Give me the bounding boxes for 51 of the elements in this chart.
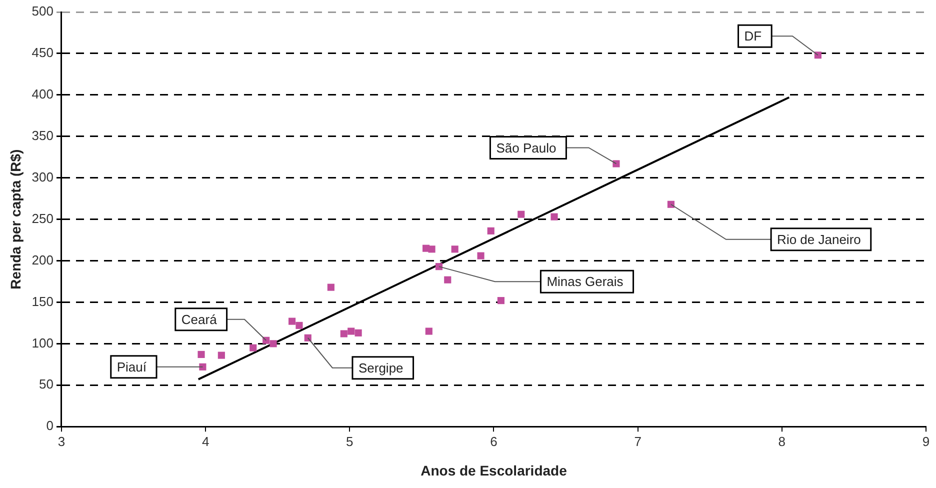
point — [451, 246, 458, 253]
point — [199, 363, 206, 370]
point — [288, 318, 296, 325]
annotation: Piauí — [116, 359, 147, 374]
y-tick-label: 0 — [46, 418, 54, 434]
point — [550, 213, 558, 220]
point — [218, 352, 225, 359]
y-tick-label: 150 — [32, 294, 54, 309]
annotation: Minas Gerais — [546, 274, 624, 290]
x-tick-label: 7 — [634, 434, 642, 449]
x-tick-label: 9 — [922, 434, 930, 449]
point — [444, 276, 452, 284]
annotation: DF — [744, 28, 762, 44]
x-tick-label: 3 — [58, 434, 66, 449]
y-tick-label: 250 — [32, 210, 54, 226]
y-tick-label: 200 — [32, 252, 54, 268]
y-tick-label: 400 — [32, 86, 54, 102]
x-tick-label: 5 — [346, 434, 354, 449]
point — [428, 246, 436, 253]
point — [348, 328, 355, 335]
y-axis-title: Renda per capta (R$) — [7, 149, 24, 290]
point — [296, 322, 303, 329]
y-tick-label: 450 — [32, 45, 54, 60]
point — [518, 210, 525, 218]
y-tick-label: 50 — [39, 376, 54, 392]
point — [814, 52, 822, 59]
x-tick-label: 4 — [202, 434, 210, 449]
point — [612, 160, 620, 168]
point — [270, 340, 277, 348]
point — [477, 252, 484, 260]
point — [667, 200, 675, 208]
y-tick-label: 350 — [32, 128, 54, 143]
y-tick-label: 100 — [32, 335, 54, 350]
point — [497, 297, 504, 304]
x-tick-label: 8 — [778, 434, 786, 449]
x-axis-title: Anos de Escolaridade — [420, 462, 568, 478]
annotation: Ceará — [181, 312, 218, 327]
x-tick-label: 6 — [490, 434, 498, 449]
point — [250, 344, 257, 352]
point — [354, 329, 362, 336]
y-tick-label: 300 — [32, 169, 54, 184]
annotation: São Paulo — [496, 140, 556, 156]
point — [327, 284, 334, 291]
point — [435, 263, 443, 270]
point — [425, 328, 432, 335]
y-tick-label: 500 — [32, 4, 54, 19]
point — [487, 227, 494, 234]
annotation: Sergipe — [358, 360, 404, 376]
annotation: Rio de Janeiro — [777, 232, 861, 247]
point — [198, 350, 205, 358]
point — [340, 330, 348, 338]
